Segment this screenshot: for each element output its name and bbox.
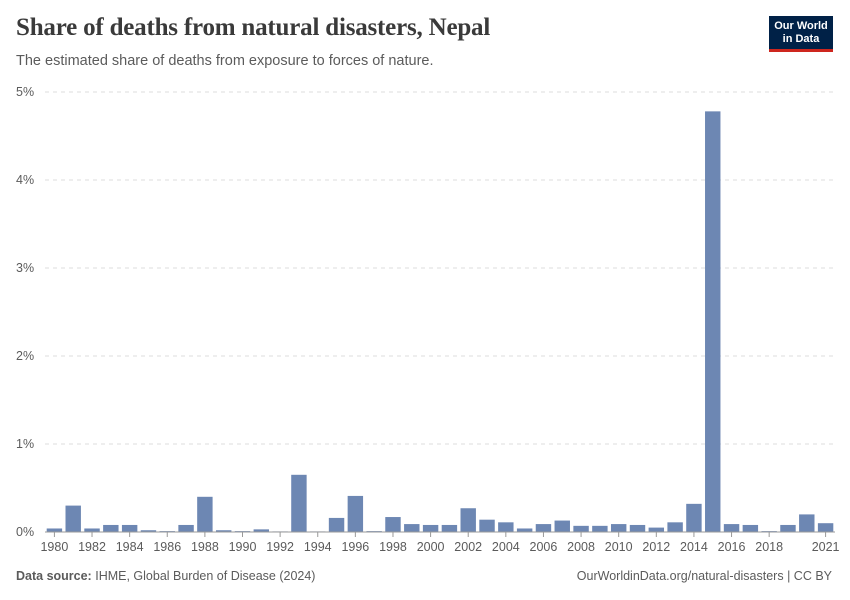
bar-1998 [385,517,401,532]
x-tick-label: 1992 [266,540,294,554]
x-tick-label: 1996 [341,540,369,554]
y-tick-label: 5% [16,85,34,99]
bar-1984 [121,524,138,532]
x-tick-label: 2002 [454,540,482,554]
data-source: Data source: IHME, Global Burden of Dise… [16,569,315,583]
x-tick-label: 2016 [718,540,746,554]
bar-1999 [404,524,420,532]
bar-2008 [573,525,589,532]
x-tick-label: 2008 [567,540,595,554]
x-tick-label: 1982 [78,540,106,554]
bar-2017 [742,524,759,532]
chart-subtitle: The estimated share of deaths from expos… [16,53,434,69]
owid-logo[interactable]: Our World in Data [769,16,833,52]
bar-1985 [140,530,157,532]
bar-2021 [817,523,834,532]
bar-2006 [535,524,552,532]
bar-1982 [84,528,100,532]
bar-1988 [197,496,213,532]
bar-2013 [667,522,683,532]
x-tick-label: 2010 [605,540,633,554]
chart-title: Share of deaths from natural disasters, … [16,14,491,41]
bar-2005 [516,528,533,532]
y-tick-label: 3% [16,261,34,275]
bar-2016 [723,524,740,532]
bar-2004 [498,522,514,532]
bar-1987 [178,524,194,532]
x-tick-label: 1980 [40,540,68,554]
x-tick-label: 2000 [417,540,445,554]
y-tick-label: 2% [16,349,34,363]
logo-line-2: in Data [782,33,820,45]
bar-2014 [686,503,702,532]
bar-2003 [479,519,495,532]
bar-2015 [705,111,721,533]
x-tick-label: 1998 [379,540,407,554]
x-tick-label: 2006 [530,540,558,554]
x-tick-label: 2021 [812,540,840,554]
data-source-label: Data source: [16,569,92,583]
bar-2020 [799,514,815,532]
bar-2010 [610,524,627,532]
bar-1980 [46,528,63,532]
bar-2009 [592,525,608,532]
bar-1989 [215,530,232,532]
bar-2001 [441,524,458,532]
x-tick-label: 2018 [755,540,783,554]
source-url[interactable]: OurWorldinData.org/natural-disasters | C… [576,569,832,583]
data-source-text: IHME, Global Burden of Disease (2024) [95,569,316,583]
bar-1996 [347,495,364,532]
bar-2007 [554,520,570,532]
x-tick-label: 2012 [642,540,670,554]
y-tick-label: 1% [16,437,34,451]
logo-line-1: Our World [774,20,828,32]
x-tick-label: 1984 [116,540,144,554]
bar-2019 [780,524,796,532]
bar-2011 [629,524,646,532]
x-tick-label: 1986 [153,540,181,554]
y-tick-label: 4% [16,173,34,187]
bar-2012 [648,527,665,532]
x-tick-label: 1988 [191,540,219,554]
x-tick-label: 1994 [304,540,332,554]
bar-2002 [460,508,476,532]
bar-1991 [253,529,270,532]
bar-1981 [65,505,81,532]
x-tick-label: 2014 [680,540,708,554]
bar-2000 [422,524,439,532]
bar-1995 [328,517,345,532]
bar-1993 [291,474,307,532]
bar-1983 [103,524,119,532]
x-tick-label: 2004 [492,540,520,554]
x-tick-label: 1990 [229,540,257,554]
y-tick-label: 0% [16,525,34,539]
